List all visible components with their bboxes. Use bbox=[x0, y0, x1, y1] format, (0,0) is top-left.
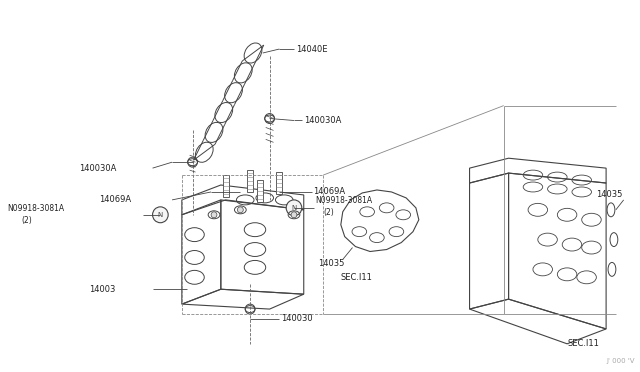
Text: N09918-3081A: N09918-3081A bbox=[7, 204, 65, 213]
Text: (2): (2) bbox=[21, 216, 31, 225]
Circle shape bbox=[211, 212, 217, 218]
FancyBboxPatch shape bbox=[257, 180, 263, 202]
Text: 14040E: 14040E bbox=[296, 45, 328, 54]
Text: (2): (2) bbox=[323, 208, 334, 217]
Text: 14035: 14035 bbox=[596, 190, 623, 199]
FancyBboxPatch shape bbox=[247, 170, 253, 192]
FancyBboxPatch shape bbox=[223, 175, 228, 197]
Text: 140030A: 140030A bbox=[79, 164, 116, 173]
Text: 140030: 140030 bbox=[282, 314, 313, 324]
Text: J' 000 'V: J' 000 'V bbox=[606, 358, 635, 364]
Circle shape bbox=[152, 207, 168, 223]
Text: N09918-3081A: N09918-3081A bbox=[316, 196, 372, 205]
Circle shape bbox=[286, 200, 302, 216]
Text: SEC.l11: SEC.l11 bbox=[567, 339, 599, 348]
Circle shape bbox=[291, 212, 297, 218]
FancyBboxPatch shape bbox=[276, 172, 282, 194]
Text: 140030A: 140030A bbox=[304, 116, 341, 125]
Text: 14069A: 14069A bbox=[99, 195, 131, 204]
Text: 14003: 14003 bbox=[89, 285, 116, 294]
Text: N: N bbox=[157, 212, 163, 218]
Text: SEC.l11: SEC.l11 bbox=[341, 273, 372, 282]
Circle shape bbox=[237, 207, 243, 213]
Text: 14035: 14035 bbox=[318, 259, 345, 268]
Text: N: N bbox=[291, 205, 296, 211]
Text: 14069A: 14069A bbox=[314, 187, 346, 196]
